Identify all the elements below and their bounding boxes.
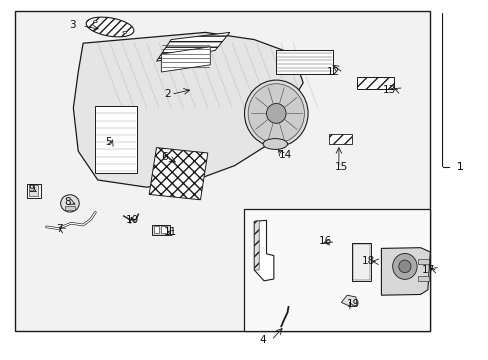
Text: 5: 5 xyxy=(105,137,112,147)
Polygon shape xyxy=(254,221,259,270)
Ellipse shape xyxy=(263,139,287,149)
Ellipse shape xyxy=(266,104,285,123)
Ellipse shape xyxy=(247,84,304,143)
Bar xyxy=(29,185,38,196)
Bar xyxy=(151,225,170,235)
Bar xyxy=(161,226,167,233)
Text: 9: 9 xyxy=(28,184,35,194)
Text: 12: 12 xyxy=(326,67,339,77)
Text: 2: 2 xyxy=(163,89,170,99)
Bar xyxy=(352,244,369,280)
Text: 17: 17 xyxy=(421,265,434,275)
Bar xyxy=(276,50,332,74)
Text: 14: 14 xyxy=(278,150,291,160)
Polygon shape xyxy=(381,248,429,295)
Text: 16: 16 xyxy=(319,236,332,246)
Bar xyxy=(351,243,370,281)
Ellipse shape xyxy=(93,21,97,23)
Ellipse shape xyxy=(86,17,134,37)
Bar xyxy=(417,276,428,281)
Polygon shape xyxy=(149,148,207,200)
Text: 10: 10 xyxy=(126,215,139,225)
Ellipse shape xyxy=(61,195,79,212)
Text: 6: 6 xyxy=(161,152,168,162)
Polygon shape xyxy=(73,32,303,187)
Ellipse shape xyxy=(122,31,126,33)
Bar xyxy=(95,106,137,173)
Bar xyxy=(27,184,41,198)
Text: 18: 18 xyxy=(362,256,375,266)
Text: 7: 7 xyxy=(56,224,63,234)
Text: 8: 8 xyxy=(64,197,71,207)
Polygon shape xyxy=(254,220,273,281)
Bar xyxy=(417,259,428,264)
Ellipse shape xyxy=(392,253,416,279)
Text: 19: 19 xyxy=(346,299,360,309)
Text: 15: 15 xyxy=(334,162,347,172)
Bar xyxy=(15,11,429,331)
Polygon shape xyxy=(156,32,229,61)
Bar xyxy=(64,206,75,210)
Text: 1: 1 xyxy=(456,162,463,172)
Bar xyxy=(328,134,351,144)
Text: 13: 13 xyxy=(382,85,395,95)
Text: 1: 1 xyxy=(456,162,463,172)
Bar xyxy=(356,77,393,89)
Text: 4: 4 xyxy=(259,335,266,345)
Polygon shape xyxy=(161,47,210,72)
Polygon shape xyxy=(341,295,356,307)
Ellipse shape xyxy=(244,80,307,147)
Text: 11: 11 xyxy=(164,227,177,237)
Text: 3: 3 xyxy=(69,20,76,30)
Ellipse shape xyxy=(398,260,410,273)
Bar xyxy=(153,226,159,233)
Bar xyxy=(244,209,429,331)
